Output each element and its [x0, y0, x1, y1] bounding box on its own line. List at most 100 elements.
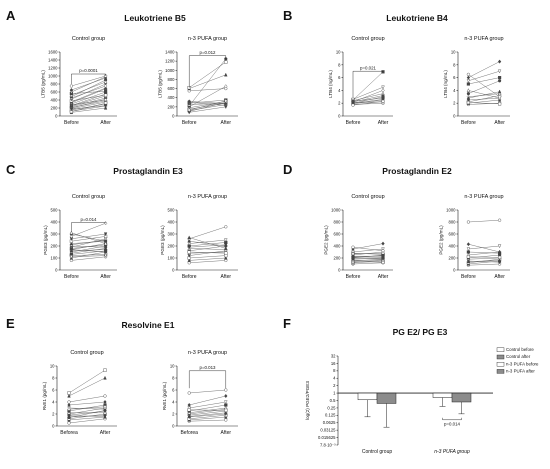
data-point-before [187, 99, 191, 104]
chart-b1: Control group 0 2 4 6 8 10 LTB4 (ng/mL) Before Af… [328, 36, 393, 126]
legend-label: Control before [506, 347, 534, 352]
p-value-annotation: p=0.021 [360, 65, 377, 70]
data-point-before [351, 260, 355, 264]
data-point-before [187, 250, 191, 254]
y-tick-label: 300 [51, 232, 59, 237]
subject-line [71, 233, 106, 239]
subject-line [71, 101, 106, 109]
y-axis-label: RvE1 (pg/mL) [42, 381, 47, 410]
y-tick-label: 0 [52, 424, 55, 429]
y-tick-label: 8 [338, 62, 341, 67]
y-tick-label: 600 [449, 232, 457, 237]
data-point-after [497, 59, 502, 64]
data-point-after [103, 253, 108, 258]
y-axis-label: LTB5 (pg/mL) [157, 70, 162, 98]
subject-line [468, 74, 500, 97]
subject-line [189, 102, 226, 106]
y-tick-label: 0.0625 [323, 420, 336, 425]
data-point-after [103, 89, 108, 93]
data-point-before [466, 95, 471, 100]
y-tick-label: 0 [338, 114, 341, 119]
y-tick-label: 4 [338, 88, 341, 93]
subject-line [468, 256, 500, 258]
subject-line [468, 93, 500, 97]
subject-line [189, 61, 226, 88]
significance-bracket [352, 70, 384, 98]
data-point-after [498, 102, 502, 106]
subject-line [189, 409, 226, 415]
y-tick-label: 32 [331, 353, 336, 358]
subject-line [189, 250, 226, 256]
y-tick-label: 400 [168, 95, 176, 100]
data-point-before [351, 255, 355, 259]
subplot-title: n-3 PUFA group [188, 36, 227, 42]
panel-title-a: Leukotriene B5 [124, 13, 186, 23]
data-point-before [351, 251, 355, 256]
y-tick-label: 1000 [165, 68, 175, 73]
y-tick-label: 0 [55, 114, 58, 119]
x-category-label: After [221, 274, 232, 280]
data-point-after [224, 86, 228, 91]
data-point-before [466, 242, 471, 247]
subject-line [189, 413, 226, 418]
data-point-after [497, 258, 502, 262]
subject-line [352, 253, 384, 255]
y-tick-label: 0.125 [325, 413, 336, 418]
subject-line [352, 260, 384, 263]
data-point-before [466, 72, 470, 76]
data-point-after [103, 232, 108, 237]
x-category-label: Beforea [60, 430, 78, 436]
data-point-after [224, 225, 228, 229]
y-tick-label: 800 [168, 77, 176, 82]
y-tick-label: 400 [51, 98, 59, 103]
subject-line [468, 263, 500, 266]
subject-line [189, 407, 226, 413]
x-category-label: Before [461, 274, 476, 280]
y-axis-label: LTB4 (ng/mL) [328, 70, 333, 98]
y-axis-label: PGE2 (pg/mL) [438, 225, 443, 255]
subject-line [189, 248, 226, 250]
subject-line [189, 244, 226, 248]
subject-line [189, 401, 226, 409]
y-tick-label: 16 [331, 361, 336, 366]
x-category-label: Before [346, 120, 361, 126]
p-value-annotation: p=0.012 [200, 50, 217, 55]
y-tick-label: 1400 [165, 50, 175, 55]
data-point-after [224, 238, 228, 243]
subject-line [468, 251, 500, 254]
data-point-after [498, 255, 502, 259]
x-category-label: After [494, 120, 505, 126]
y-tick-label: 6 [453, 75, 456, 80]
chart-d1: Control group 0 200 400 600 800 1000 PGE2 (pg/m… [323, 194, 393, 280]
y-tick-label: 2 [338, 101, 341, 106]
subject-line [71, 103, 106, 111]
subject-line [71, 236, 106, 242]
subject-line [468, 71, 500, 81]
data-point-before [466, 220, 470, 224]
subject-line [68, 407, 106, 410]
x-category-label: After [221, 120, 232, 126]
charts-layer: Control group020040060080010001200140016… [40, 36, 539, 455]
subject-line [71, 223, 106, 237]
data-point-after [224, 393, 228, 399]
data-point-after [103, 83, 108, 89]
y-tick-label: 400 [449, 244, 457, 249]
data-point-before [466, 82, 470, 86]
y-tick-label: 400 [334, 244, 342, 249]
subject-line [68, 401, 106, 406]
subject-line [68, 416, 106, 421]
legend-label: Control after [506, 354, 531, 359]
data-point-after [103, 75, 108, 81]
bar-control-before [357, 392, 378, 401]
subject-line [71, 95, 106, 101]
y-tick-label: 1000 [331, 208, 341, 213]
y-tick-label: 600 [168, 86, 176, 91]
x-category-label: After [378, 274, 389, 280]
subject-line [189, 101, 226, 104]
y-tick-label: 100 [51, 256, 59, 261]
panel-title-f: PG E2/ PG E3 [393, 327, 448, 337]
subject-line [189, 86, 226, 108]
y-tick-label: 6 [52, 388, 55, 393]
significance-bracket [188, 370, 227, 389]
subplot-title: Control group [72, 36, 105, 42]
